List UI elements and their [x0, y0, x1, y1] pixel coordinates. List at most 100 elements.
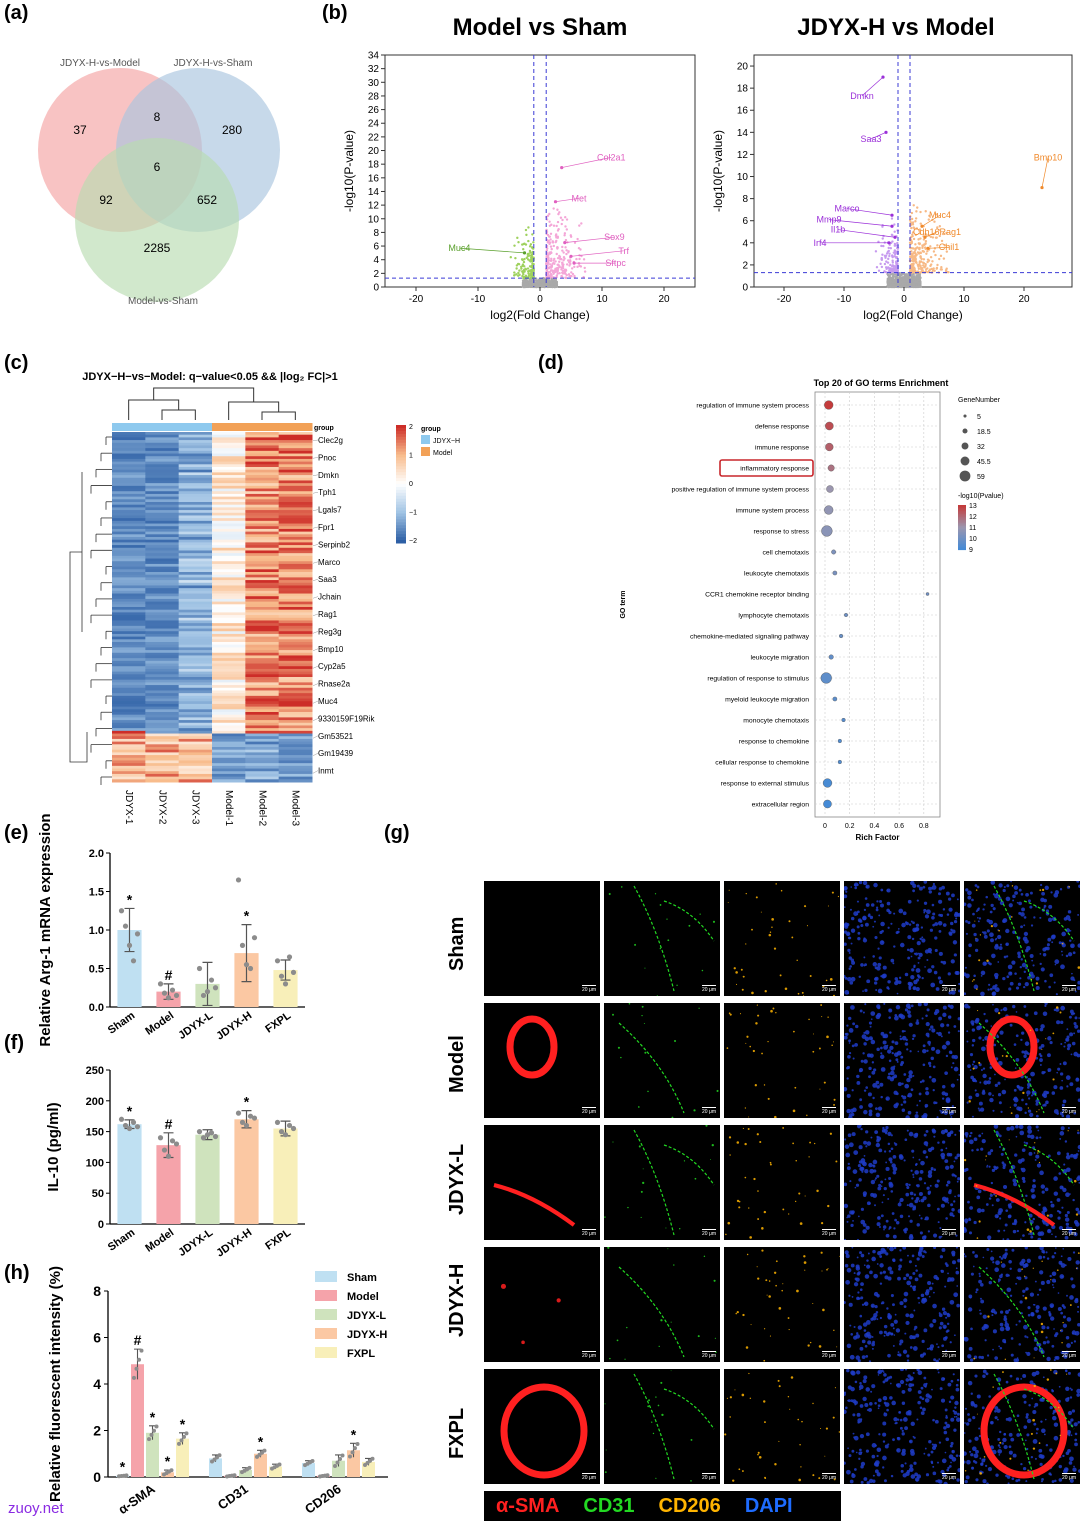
panel-label-e: (e)	[4, 822, 29, 844]
heatmap-cell	[112, 650, 146, 654]
heatmap-cell	[212, 671, 246, 675]
volcano-point-up	[561, 249, 564, 252]
heatmap-cell	[145, 685, 180, 689]
volcano-point-down	[513, 244, 516, 247]
micrograph-signal	[637, 1106, 640, 1108]
bar-datapoint	[147, 1437, 151, 1442]
micrograph-signal	[864, 988, 868, 993]
heatmap-cell	[112, 765, 146, 770]
heatmap-cell	[212, 747, 246, 751]
micrograph-signal	[860, 1059, 864, 1063]
volcano-point-up	[573, 265, 576, 269]
heatmap-cell	[245, 456, 280, 460]
heatmap-cell	[212, 639, 246, 643]
volcano-point-ns	[919, 276, 922, 279]
micrograph-signal	[891, 1040, 895, 1044]
volcano-point-down	[881, 253, 884, 256]
volcano-point-up	[912, 204, 915, 207]
micrograph-signal	[1030, 978, 1033, 980]
micrograph-signal	[934, 936, 938, 940]
heatmap-cell	[212, 752, 246, 756]
heatmap-cell	[112, 612, 146, 616]
micrograph-signal	[940, 1110, 944, 1114]
heatmap-cell	[212, 763, 246, 767]
volcano-point-down	[509, 256, 512, 259]
heatmap-scale-cell	[396, 430, 406, 435]
micrograph-signal	[1067, 910, 1072, 914]
micrograph-signal	[945, 891, 950, 896]
micrograph-signal	[974, 948, 979, 952]
heatmap-cell	[178, 534, 213, 538]
bar-datapoint	[278, 1129, 285, 1135]
micrograph-signal	[794, 1086, 797, 1089]
heatmap-cell	[212, 569, 246, 573]
heatmap-cell	[245, 563, 280, 568]
panel-label-a: (a)	[4, 2, 29, 24]
bar-datapoint	[118, 1116, 125, 1122]
heatmap-cell	[278, 515, 313, 519]
heatmap-cell	[212, 515, 246, 519]
heatmap-cell	[145, 717, 180, 721]
heatmap-cell	[145, 458, 180, 463]
volcano-gene-leader	[927, 246, 950, 249]
micrograph-signal	[848, 956, 852, 960]
micrograph-signal	[844, 886, 847, 891]
volcano-point-up	[561, 263, 564, 266]
micrograph-signal	[967, 890, 972, 896]
micrograph-signal	[1040, 883, 1043, 887]
heatmap-cell	[278, 712, 313, 716]
volcano-gene-label: Marco	[834, 204, 859, 214]
volcano-point-up	[943, 244, 946, 247]
heatmap-cell	[145, 582, 180, 586]
micrograph-signal	[868, 1109, 873, 1114]
heatmap-col-label: Model-1	[223, 790, 234, 827]
heatmap-cell	[278, 755, 313, 759]
micrograph-tile: 20 μm	[964, 1003, 1080, 1118]
heatmap-cell	[212, 615, 246, 619]
heatmap-cell	[178, 666, 213, 670]
micrograph-signal	[803, 995, 805, 996]
micrograph-signal	[844, 923, 849, 928]
micrograph-signal	[1021, 962, 1027, 968]
micrograph-signal	[930, 887, 934, 890]
venn-label-b: JDYX-H-vs-Sham	[174, 58, 253, 69]
heatmap-cell	[178, 642, 213, 646]
go-color-legend-cell	[958, 509, 966, 512]
micrograph-signal	[947, 897, 952, 901]
heatmap-cell	[245, 504, 280, 508]
heatmap-cell	[178, 507, 213, 511]
venn-label-a: JDYX-H-vs-Model	[60, 58, 140, 69]
volcano-point-up	[560, 268, 563, 271]
heatmap-cell	[212, 580, 246, 584]
volcano-plot-jdyx-h-vs-model: JDYX-H vs ModelDmknSaa3MarcoMmp9Il1bIrf4…	[711, 14, 1073, 322]
micrograph-signal	[769, 931, 772, 933]
heatmap-cell	[145, 518, 180, 522]
micrograph-signal	[848, 936, 852, 940]
venn-diagram: JDYX-H-vs-Model JDYX-H-vs-Sham Model-vs-…	[38, 58, 280, 307]
micrograph-signal	[989, 962, 992, 966]
micrograph-signal	[881, 974, 886, 979]
heatmap-cell	[145, 537, 180, 541]
micrograph-signal	[863, 1042, 867, 1046]
heatmap-gene-label: Gm19439	[318, 749, 354, 758]
volcano-xtick-label: -10	[837, 294, 852, 305]
micrograph-signal	[844, 989, 850, 995]
heatmap-gene-tick	[312, 596, 319, 599]
micrograph-signal	[1006, 884, 1010, 888]
volcano-point-up	[576, 265, 579, 269]
bar-ytick-label: 1.5	[89, 887, 104, 899]
micrograph-signal	[885, 1098, 889, 1101]
micrograph-signal	[980, 975, 983, 977]
bar-category-label: JDYX-H	[214, 1010, 254, 1043]
heatmap-cell	[178, 728, 213, 732]
heatmap-cell	[145, 738, 180, 743]
heatmap-cell	[145, 663, 180, 667]
heatmap-cell	[178, 485, 213, 490]
micrograph-signal	[931, 916, 935, 920]
heatmap-cell	[212, 432, 246, 436]
go-size-legend-label: 45.5	[977, 459, 991, 466]
go-bubble	[837, 738, 842, 744]
micrograph-signal	[1006, 975, 1010, 979]
heatmap-gene-label: Cyp2a5	[318, 662, 346, 671]
micrograph-signal	[659, 947, 662, 950]
